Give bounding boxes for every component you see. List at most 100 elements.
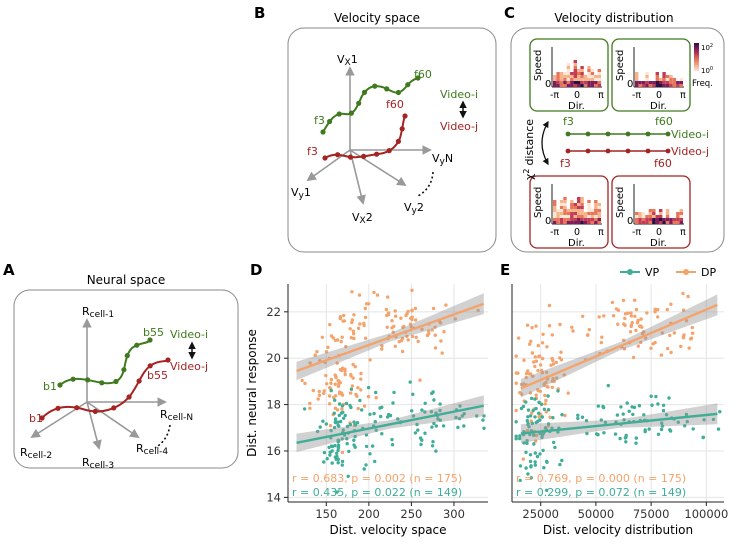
scatter-point-dp bbox=[659, 353, 664, 357]
hist-cell bbox=[638, 81, 642, 84]
hist-cell bbox=[679, 218, 683, 221]
scatter-point-dp bbox=[326, 345, 330, 349]
scatter-point-dp bbox=[562, 373, 566, 377]
scatter-point-vp bbox=[374, 428, 378, 432]
trajectory-point bbox=[335, 152, 341, 158]
scatter-point-dp bbox=[410, 309, 414, 313]
scatter-point-dp bbox=[602, 314, 606, 318]
scatter-point-dp bbox=[630, 321, 634, 325]
hist-cell bbox=[597, 215, 601, 218]
hist-cell bbox=[594, 81, 598, 84]
scatter-point-dp bbox=[359, 371, 363, 376]
scatter-point-vp bbox=[438, 402, 442, 406]
scatter-point-dp bbox=[629, 324, 633, 329]
scatter-point-vp bbox=[525, 441, 529, 445]
scatter-point-dp bbox=[544, 370, 549, 374]
hist-cell bbox=[566, 84, 571, 87]
hist-xtick: π bbox=[598, 90, 604, 101]
scatter-point-dp bbox=[364, 302, 369, 306]
hist-cell bbox=[570, 81, 574, 84]
scatter-point-dp bbox=[528, 372, 533, 376]
scatter-point-dp bbox=[425, 333, 430, 338]
sequence-point bbox=[565, 148, 571, 154]
scatter-point-vp bbox=[338, 419, 343, 424]
scatter-point-dp bbox=[524, 371, 529, 376]
hist-cell bbox=[573, 72, 577, 75]
scatter-point-vp bbox=[481, 418, 485, 422]
hist-cell bbox=[577, 69, 581, 72]
scatter-point-vp bbox=[668, 429, 673, 433]
scatter-point-vp bbox=[360, 408, 364, 412]
trajectory-point bbox=[405, 82, 411, 88]
hist-cell bbox=[655, 221, 659, 224]
x-tick-label: 200 bbox=[358, 507, 380, 521]
scatter-point-vp bbox=[542, 466, 546, 470]
scatter-point-vp bbox=[348, 403, 352, 408]
scatter-point-dp bbox=[351, 376, 355, 380]
scatter-point-vp bbox=[341, 428, 345, 432]
scatter-point-vp bbox=[545, 488, 549, 492]
hist-cell bbox=[577, 203, 581, 206]
scatter-point-vp bbox=[327, 445, 331, 450]
chi-distance-arrow-icon bbox=[541, 120, 549, 166]
hist-cell bbox=[597, 69, 601, 72]
hist-cell bbox=[559, 206, 564, 209]
hist-cell bbox=[645, 218, 649, 221]
scatter-point-vp bbox=[701, 435, 705, 440]
scatter-point-dp bbox=[522, 358, 526, 362]
hist-cell bbox=[672, 81, 677, 84]
trajectory-point bbox=[336, 111, 342, 117]
hist-cell bbox=[662, 218, 666, 221]
hist-cell bbox=[645, 81, 649, 84]
scatter-point-dp bbox=[536, 368, 540, 373]
hist-cell bbox=[594, 75, 598, 78]
hist-cell bbox=[597, 209, 601, 212]
hist-cell bbox=[590, 84, 595, 87]
scatter-point-vp bbox=[524, 466, 528, 470]
scatter-point-vp bbox=[576, 416, 580, 421]
axis-label-vyn: VyN bbox=[432, 152, 453, 167]
scatter-point-vp bbox=[594, 432, 599, 436]
hist-cell bbox=[635, 218, 639, 221]
scatter-point-vp bbox=[328, 453, 332, 457]
scatter-point-dp bbox=[359, 388, 363, 392]
scatter-point-vp bbox=[659, 427, 664, 432]
hist-cell bbox=[566, 72, 571, 75]
scatter-point-vp bbox=[546, 394, 550, 398]
hist-cell bbox=[563, 218, 567, 221]
scatter-point-vp bbox=[379, 414, 383, 419]
hist-cell bbox=[635, 215, 639, 218]
scatter-point-vp bbox=[606, 383, 610, 388]
scatter-point-vp bbox=[660, 421, 664, 425]
hist-cell bbox=[556, 72, 560, 75]
axis-label-vx1: VX1 bbox=[337, 53, 358, 68]
trajectory-point bbox=[74, 405, 80, 411]
hist-cell bbox=[676, 221, 680, 224]
scatter-point-dp bbox=[634, 328, 638, 333]
x-tick-label: 75000 bbox=[633, 507, 670, 521]
scatter-point-dp bbox=[338, 315, 343, 319]
scatter-point-vp bbox=[372, 411, 376, 416]
trajectory-point bbox=[165, 357, 171, 363]
scatter-point-dp bbox=[322, 389, 326, 393]
scatter-point-vp bbox=[642, 413, 646, 417]
hist-cell bbox=[556, 215, 560, 218]
y-tick-label: 16 bbox=[266, 444, 281, 458]
scatter-point-vp bbox=[335, 451, 339, 455]
hist-cell bbox=[648, 215, 653, 218]
hist-cell bbox=[553, 215, 557, 218]
hist-cell bbox=[669, 218, 673, 221]
hist-cell bbox=[556, 209, 560, 212]
hist-cell bbox=[580, 221, 584, 224]
hist-cell bbox=[672, 218, 677, 221]
scatter-point-dp bbox=[681, 291, 685, 296]
hist-cell bbox=[665, 84, 670, 87]
scatter-point-vp bbox=[667, 396, 671, 400]
hist-cell bbox=[679, 84, 683, 87]
hist-cell bbox=[580, 81, 584, 84]
scatter-point-vp bbox=[533, 397, 537, 401]
scatter-point-dp bbox=[375, 293, 380, 297]
hist-xtick: 0 bbox=[656, 90, 662, 101]
hist-cell bbox=[659, 215, 663, 218]
